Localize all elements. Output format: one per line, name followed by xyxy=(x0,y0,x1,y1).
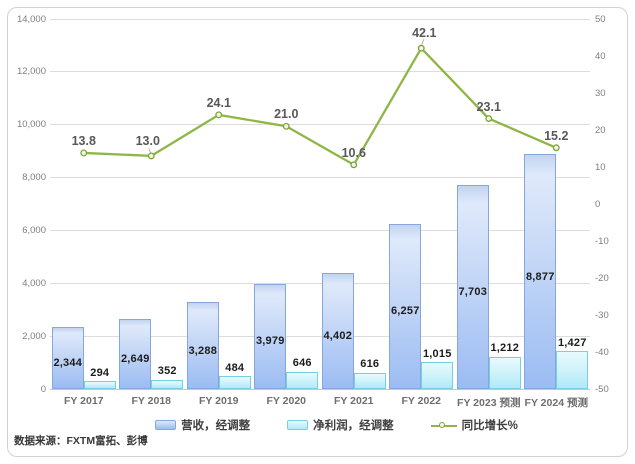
right-axis-tick-label: -50 xyxy=(595,383,609,395)
revenue-bar xyxy=(186,302,219,389)
gridline xyxy=(50,229,590,231)
right-axis-tick-label: 40 xyxy=(595,50,606,62)
revenue-bar-label: 2,344 xyxy=(53,357,83,370)
legend-label-revenue: 营收，经调整 xyxy=(181,420,251,432)
revenue-bar xyxy=(456,185,489,389)
growth-point-label: 24.1 xyxy=(206,95,231,110)
x-axis-label: FY 2024 预测 xyxy=(524,397,588,409)
legend-item-growth: 同比增长% xyxy=(430,417,518,433)
right-axis-tick-label: -20 xyxy=(595,272,609,284)
revenue-bar xyxy=(321,272,354,389)
profit-bar-label: 484 xyxy=(225,361,245,374)
revenue-bar-label: 2,649 xyxy=(120,352,150,365)
x-axis-label: FY 2017 xyxy=(63,395,104,407)
growth-point-label: 10.6 xyxy=(341,145,366,160)
right-axis-tick-label: 50 xyxy=(595,13,606,25)
revenue-bar-label: 6,257 xyxy=(390,305,420,318)
left-axis-tick-label: 2,000 xyxy=(22,330,46,342)
x-axis-label: FY 2021 xyxy=(333,395,374,407)
growth-point-label: 21.0 xyxy=(274,107,299,122)
gridline xyxy=(50,124,590,126)
x-axis-label: FY 2019 xyxy=(198,395,239,407)
legend-item-revenue: 营收，经调整 xyxy=(155,417,250,433)
profit-bar xyxy=(556,351,589,389)
revenue-bar-label: 3,979 xyxy=(255,335,285,348)
profit-bar-label: 1,015 xyxy=(422,347,452,360)
gridline xyxy=(50,18,590,20)
label-leader-line xyxy=(148,148,152,154)
left-axis-tick-label: 12,000 xyxy=(16,66,46,78)
gridline xyxy=(50,388,590,390)
left-axis-tick-label: 6,000 xyxy=(22,224,46,236)
growth-point-marker xyxy=(147,152,155,160)
left-axis-tick-label: 10,000 xyxy=(16,119,46,131)
profit-bar xyxy=(488,356,521,389)
profit-bar-label: 1,212 xyxy=(490,342,520,355)
growth-point-label: 15.2 xyxy=(544,128,569,143)
revenue-bar-label: 8,877 xyxy=(525,270,555,283)
growth-point-label: 13.0 xyxy=(135,134,160,149)
right-axis-tick-label: 10 xyxy=(595,161,606,173)
left-axis-tick-label: 8,000 xyxy=(22,172,46,184)
growth-point-label: 42.1 xyxy=(412,25,437,40)
legend-label-profit: 净利润，经调整 xyxy=(313,420,394,432)
revenue-bar xyxy=(51,327,84,389)
revenue-bar xyxy=(389,223,422,389)
profit-swatch-icon xyxy=(287,420,309,430)
profit-bar xyxy=(286,371,319,389)
right-axis-tick-label: -40 xyxy=(595,346,609,358)
left-axis-tick-label: 14,000 xyxy=(16,13,46,25)
right-axis-tick-label: 0 xyxy=(595,198,601,210)
gridline xyxy=(50,335,590,337)
profit-bar xyxy=(83,381,116,389)
profit-bar xyxy=(421,362,454,389)
profit-bar-label: 646 xyxy=(292,357,312,370)
profit-bar-label: 352 xyxy=(157,365,177,378)
growth-point-marker xyxy=(552,144,560,152)
right-axis-tick-label: 20 xyxy=(595,124,606,136)
revenue-bar xyxy=(524,154,557,389)
revenue-bar-label: 4,402 xyxy=(323,329,353,342)
gridline xyxy=(50,71,590,73)
growth-point-label: 23.1 xyxy=(476,99,501,114)
source-note: 数据来源：FXTM富拓、彭博 xyxy=(14,435,148,447)
x-axis-label: FY 2023 预测 xyxy=(457,397,521,409)
left-axis-tick-label: 4,000 xyxy=(22,277,46,289)
profit-bar-label: 1,427 xyxy=(557,336,587,349)
profit-bar-label: 616 xyxy=(360,358,380,371)
gridline xyxy=(50,177,590,179)
revenue-swatch-icon xyxy=(155,420,177,430)
revenue-bar-label: 3,288 xyxy=(188,344,218,357)
right-axis-tick-label: -30 xyxy=(595,309,609,321)
revenue-bar-label: 7,703 xyxy=(458,286,488,299)
revenue-bar xyxy=(119,319,152,389)
gridline xyxy=(50,282,590,284)
profit-bar xyxy=(353,372,386,389)
growth-point-marker xyxy=(485,115,493,122)
right-axis-tick-label: -10 xyxy=(595,235,609,247)
growth-point-label: 13.8 xyxy=(71,133,96,148)
growth-line-swatch-icon xyxy=(430,420,457,430)
x-axis-label: FY 2018 xyxy=(131,395,172,407)
profit-bar xyxy=(151,379,184,389)
legend-item-profit: 净利润，经调整 xyxy=(287,417,394,433)
growth-point-marker xyxy=(350,161,358,169)
revenue-bar xyxy=(254,283,287,389)
profit-bar-label: 294 xyxy=(90,366,110,379)
legend-label-growth: 同比增长% xyxy=(461,420,518,432)
growth-point-marker xyxy=(417,44,425,52)
x-axis-label: FY 2020 xyxy=(266,395,307,407)
x-axis-label: FY 2022 xyxy=(401,395,442,407)
profit-bar xyxy=(218,376,251,389)
right-axis-tick-label: 30 xyxy=(595,87,606,99)
label-leader-line xyxy=(421,39,425,45)
left-axis-tick-label: 0 xyxy=(40,383,46,395)
legend: 营收，经调整 净利润，经调整 同比增长% xyxy=(0,417,635,433)
growth-point-marker xyxy=(80,149,88,157)
plot-area: 2,344 294 2,649 352 3,288 484 3,979 646 4,402 616… xyxy=(50,18,590,390)
growth-point-marker xyxy=(215,111,223,119)
